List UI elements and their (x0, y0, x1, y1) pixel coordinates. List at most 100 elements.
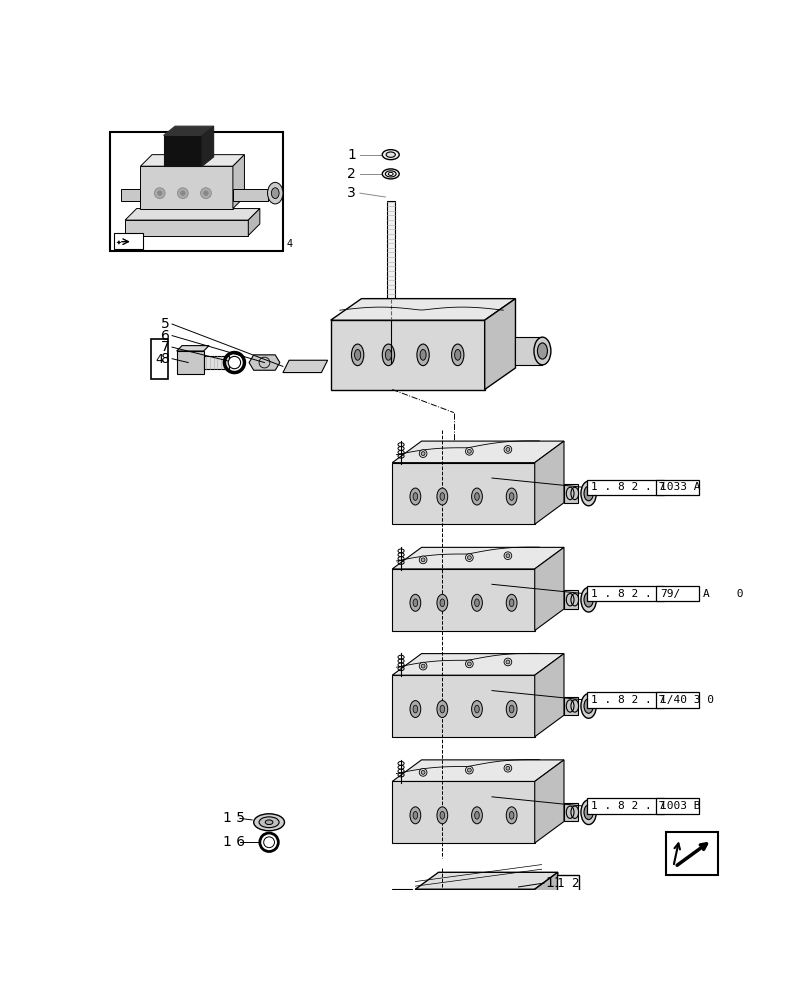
Ellipse shape (580, 587, 595, 612)
Polygon shape (559, 889, 578, 916)
Polygon shape (125, 209, 260, 220)
Circle shape (465, 554, 473, 561)
Polygon shape (177, 351, 204, 374)
Polygon shape (392, 547, 564, 569)
Text: 1 5: 1 5 (222, 811, 245, 825)
Ellipse shape (505, 488, 517, 505)
Ellipse shape (471, 488, 482, 505)
Polygon shape (140, 155, 244, 166)
Ellipse shape (440, 705, 444, 713)
Bar (586, 586, 663, 601)
Text: ✦: ✦ (116, 240, 122, 246)
Ellipse shape (454, 349, 461, 360)
Polygon shape (282, 360, 327, 373)
Ellipse shape (440, 811, 444, 819)
Polygon shape (534, 760, 564, 843)
Text: 1 . 8 2 . 7: 1 . 8 2 . 7 (590, 695, 664, 705)
Text: 1 6: 1 6 (222, 835, 245, 849)
Ellipse shape (436, 594, 447, 611)
Polygon shape (248, 209, 260, 235)
Circle shape (505, 766, 509, 770)
Circle shape (418, 662, 427, 670)
Ellipse shape (440, 599, 444, 607)
Circle shape (467, 768, 470, 772)
Ellipse shape (505, 807, 517, 824)
Polygon shape (140, 166, 233, 209)
Polygon shape (392, 675, 534, 737)
Ellipse shape (580, 800, 595, 825)
Bar (151, 339, 168, 379)
Ellipse shape (436, 701, 447, 718)
Bar (655, 798, 698, 814)
Ellipse shape (508, 705, 513, 713)
Polygon shape (392, 781, 534, 843)
Text: 4: 4 (286, 239, 293, 249)
Text: 1 . 8 2 .: 1 . 8 2 . (590, 589, 651, 599)
Ellipse shape (474, 599, 478, 607)
Ellipse shape (410, 701, 420, 718)
Polygon shape (392, 441, 564, 463)
Ellipse shape (583, 699, 593, 713)
Ellipse shape (508, 493, 513, 500)
Circle shape (471, 909, 478, 915)
Text: 2: 2 (347, 167, 356, 181)
Ellipse shape (271, 188, 279, 199)
Ellipse shape (410, 594, 420, 611)
Circle shape (264, 837, 274, 848)
Ellipse shape (351, 344, 363, 366)
Text: 8: 8 (161, 352, 169, 366)
Polygon shape (392, 654, 564, 675)
Ellipse shape (474, 811, 478, 819)
Ellipse shape (413, 599, 417, 607)
Text: A    0: A 0 (702, 589, 742, 599)
Ellipse shape (410, 807, 420, 824)
Text: 4: 4 (156, 353, 164, 366)
Ellipse shape (537, 343, 547, 359)
Bar (655, 586, 698, 601)
Ellipse shape (471, 807, 482, 824)
Circle shape (465, 766, 473, 774)
Ellipse shape (410, 488, 420, 505)
Polygon shape (415, 889, 534, 935)
Polygon shape (125, 220, 248, 235)
Polygon shape (564, 590, 577, 609)
Ellipse shape (505, 594, 517, 611)
Circle shape (157, 191, 162, 195)
Polygon shape (121, 189, 140, 201)
Circle shape (421, 770, 424, 774)
Polygon shape (534, 872, 557, 935)
Text: 5: 5 (161, 317, 169, 331)
Ellipse shape (413, 493, 417, 500)
Ellipse shape (267, 182, 282, 204)
Ellipse shape (471, 594, 482, 611)
Bar (586, 480, 663, 495)
Polygon shape (163, 135, 202, 166)
Text: 3: 3 (347, 186, 356, 200)
Ellipse shape (471, 701, 482, 718)
Circle shape (504, 552, 511, 560)
Ellipse shape (508, 599, 513, 607)
Circle shape (200, 188, 211, 199)
Polygon shape (415, 872, 557, 889)
Circle shape (505, 554, 509, 558)
Polygon shape (330, 299, 515, 320)
Ellipse shape (508, 811, 513, 819)
Ellipse shape (382, 169, 399, 179)
Polygon shape (392, 760, 564, 781)
Text: 1/40 3 0: 1/40 3 0 (659, 695, 714, 705)
Circle shape (465, 447, 473, 455)
Ellipse shape (451, 344, 463, 366)
Circle shape (395, 896, 407, 908)
Bar (655, 692, 698, 708)
Circle shape (468, 906, 481, 918)
Circle shape (180, 191, 185, 195)
Circle shape (504, 764, 511, 772)
Ellipse shape (382, 150, 399, 160)
Polygon shape (564, 697, 577, 715)
Text: 11: 11 (545, 876, 563, 890)
Ellipse shape (388, 172, 393, 175)
Ellipse shape (436, 488, 447, 505)
Circle shape (465, 660, 473, 668)
Ellipse shape (580, 481, 595, 506)
Ellipse shape (534, 337, 550, 365)
